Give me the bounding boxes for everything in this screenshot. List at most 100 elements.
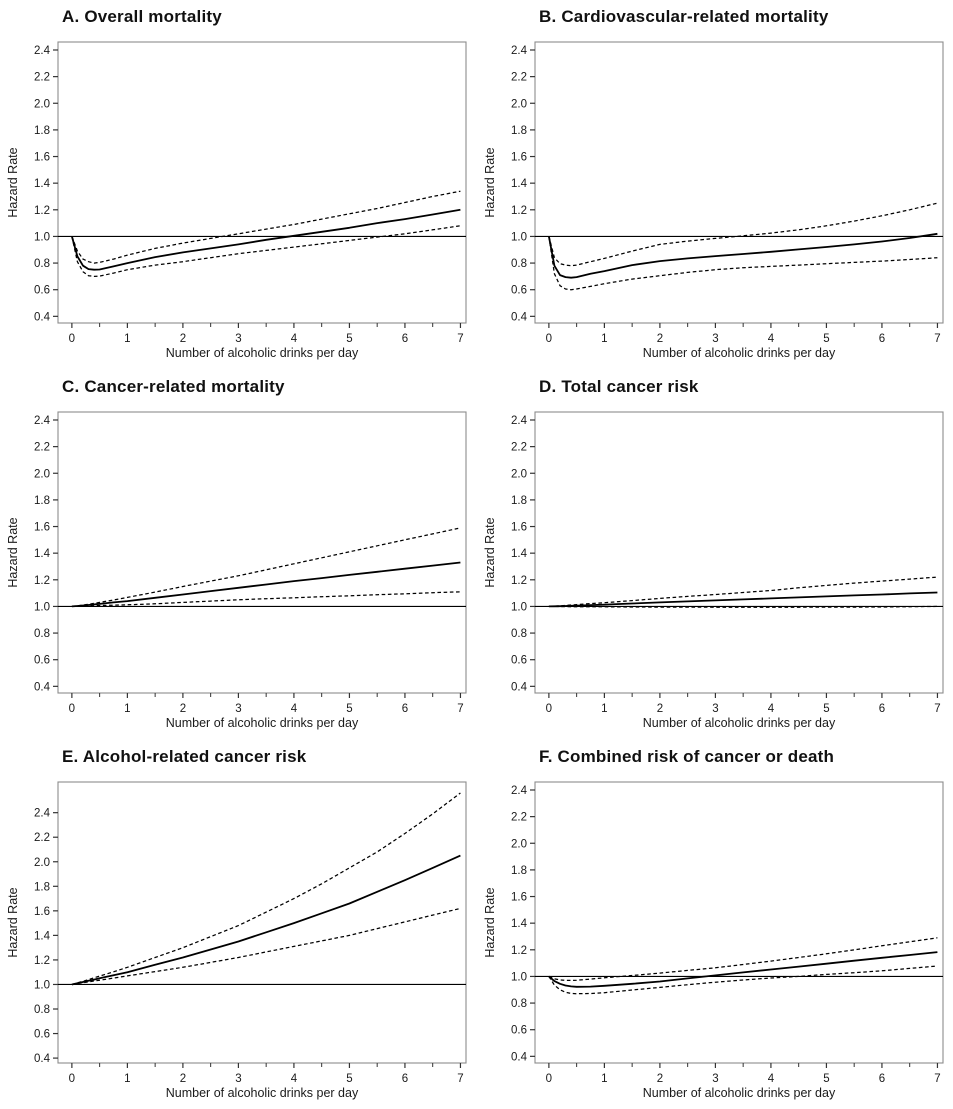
svg-text:3: 3 [235,1073,241,1085]
svg-text:2.4: 2.4 [511,785,528,797]
svg-text:2.0: 2.0 [34,468,50,480]
svg-text:Number of alcoholic drinks per: Number of alcoholic drinks per day [166,346,359,360]
panel-e-title: E. Alcohol-related cancer risk [62,747,307,766]
plot-total-cancer-risk: 0.4 0.6 0.8 1.0 1.2 1.4 1.6 1.8 2.0 2.2 2.4 0 1 2 3 4 5 6… [483,411,944,730]
svg-text:3: 3 [235,333,241,345]
svg-text:Hazard Rate: Hazard Rate [483,517,497,587]
svg-text:3: 3 [712,703,718,715]
svg-text:2: 2 [180,703,186,715]
svg-text:2.0: 2.0 [34,857,50,869]
svg-text:2.4: 2.4 [511,415,528,427]
svg-text:1.4: 1.4 [34,178,51,190]
svg-text:Number of alcoholic drinks per: Number of alcoholic drinks per day [643,1086,836,1100]
svg-text:1: 1 [601,1073,607,1085]
svg-text:1.0: 1.0 [511,601,527,613]
svg-text:1: 1 [124,703,130,715]
svg-text:0.6: 0.6 [511,285,527,297]
svg-text:6: 6 [402,1073,408,1085]
svg-text:2: 2 [657,703,663,715]
svg-text:Hazard Rate: Hazard Rate [6,887,20,957]
svg-text:1.6: 1.6 [34,522,50,534]
panel-b-title: B. Cardiovascular-related mortality [539,7,829,26]
svg-text:2.4: 2.4 [34,415,51,427]
svg-text:0.4: 0.4 [511,311,528,323]
svg-text:7: 7 [457,333,463,345]
svg-text:1.0: 1.0 [34,979,50,991]
svg-text:2.4: 2.4 [34,808,51,820]
svg-text:5: 5 [346,703,352,715]
svg-text:1.0: 1.0 [511,231,527,243]
svg-text:1.2: 1.2 [511,205,527,217]
svg-text:0.4: 0.4 [511,681,528,693]
svg-text:0: 0 [546,1073,552,1085]
svg-text:0.4: 0.4 [34,311,51,323]
svg-text:2.4: 2.4 [511,45,528,57]
svg-text:0.6: 0.6 [34,1029,50,1041]
svg-text:1.2: 1.2 [34,205,50,217]
svg-text:6: 6 [879,703,885,715]
svg-text:3: 3 [712,333,718,345]
svg-text:2.0: 2.0 [511,838,527,850]
svg-text:4: 4 [291,333,298,345]
svg-text:7: 7 [457,703,463,715]
svg-text:7: 7 [934,1073,940,1085]
panel-d-total-cancer-risk: D. Total cancer risk 0.4 0.6 0.8 1.0 1.2 1.4 1… [477,370,953,740]
svg-text:0.6: 0.6 [511,655,527,667]
svg-text:1.0: 1.0 [511,971,527,983]
svg-text:2: 2 [657,1073,663,1085]
svg-text:4: 4 [291,1073,298,1085]
svg-text:2: 2 [180,1073,186,1085]
svg-text:5: 5 [346,333,352,345]
panel-c-title: C. Cancer-related mortality [62,377,285,396]
svg-text:0.6: 0.6 [34,285,50,297]
svg-text:Hazard Rate: Hazard Rate [6,147,20,217]
svg-text:5: 5 [346,1073,352,1085]
svg-text:1.2: 1.2 [511,575,527,587]
plot-cancer-mortality: 0.4 0.6 0.8 1.0 1.2 1.4 1.6 1.8 2.0 2.2 2.4 0 1 2 3 4 5 6… [6,411,467,730]
panel-d-title: D. Total cancer risk [539,377,699,396]
panel-f-combined-risk: F. Combined risk of cancer or death 0.4 0… [477,740,953,1109]
svg-text:2.4: 2.4 [34,45,51,57]
panel-a-overall-mortality: A. Overall mortality 0.4 0.6 0.8 1.0 1.2 1.4 1… [0,0,476,370]
svg-text:3: 3 [712,1073,718,1085]
svg-text:6: 6 [402,703,408,715]
svg-text:1.6: 1.6 [511,892,527,904]
svg-text:0.8: 0.8 [511,998,527,1010]
svg-text:1.4: 1.4 [34,548,51,560]
svg-text:1.6: 1.6 [511,152,527,164]
svg-text:0.6: 0.6 [511,1025,527,1037]
plot-overall-mortality: 0.4 0.6 0.8 1.0 1.2 1.4 1.6 1.8 2.0 2.2 2.4 0 1 2 3 4 5 6… [6,41,467,360]
svg-text:0.8: 0.8 [34,1004,50,1016]
svg-text:Hazard Rate: Hazard Rate [6,517,20,587]
panel-c-cancer-mortality: C. Cancer-related mortality 0.4 0.6 0.8 1.0… [0,370,476,740]
svg-text:1.2: 1.2 [34,955,50,967]
svg-text:4: 4 [768,1073,775,1085]
svg-text:0: 0 [69,703,75,715]
svg-text:4: 4 [291,703,298,715]
svg-text:1.2: 1.2 [511,945,527,957]
svg-text:1.8: 1.8 [34,125,50,137]
svg-text:2.2: 2.2 [34,72,50,84]
svg-text:Hazard Rate: Hazard Rate [483,147,497,217]
svg-text:2.2: 2.2 [511,442,527,454]
svg-text:Number of alcoholic drinks per: Number of alcoholic drinks per day [643,346,836,360]
svg-text:0.8: 0.8 [511,258,527,270]
svg-text:1.8: 1.8 [34,495,50,507]
svg-text:1.4: 1.4 [34,930,51,942]
svg-text:1.0: 1.0 [34,601,50,613]
svg-text:0: 0 [546,333,552,345]
svg-text:2.0: 2.0 [511,98,527,110]
svg-text:0.4: 0.4 [34,681,51,693]
svg-text:1: 1 [124,333,130,345]
svg-text:6: 6 [879,1073,885,1085]
svg-text:0.8: 0.8 [34,258,50,270]
svg-text:3: 3 [235,703,241,715]
svg-text:1.8: 1.8 [511,125,527,137]
svg-text:0.4: 0.4 [511,1051,528,1063]
svg-text:1.4: 1.4 [511,178,528,190]
plot-cardiovascular-mortality: 0.4 0.6 0.8 1.0 1.2 1.4 1.6 1.8 2.0 2.2 2.4 0 1 2 3 4 5 6… [483,41,944,360]
panel-b-cardiovascular-mortality: B. Cardiovascular-related mortality 0.4 0… [477,0,953,370]
svg-text:2: 2 [657,333,663,345]
svg-text:1.0: 1.0 [34,231,50,243]
